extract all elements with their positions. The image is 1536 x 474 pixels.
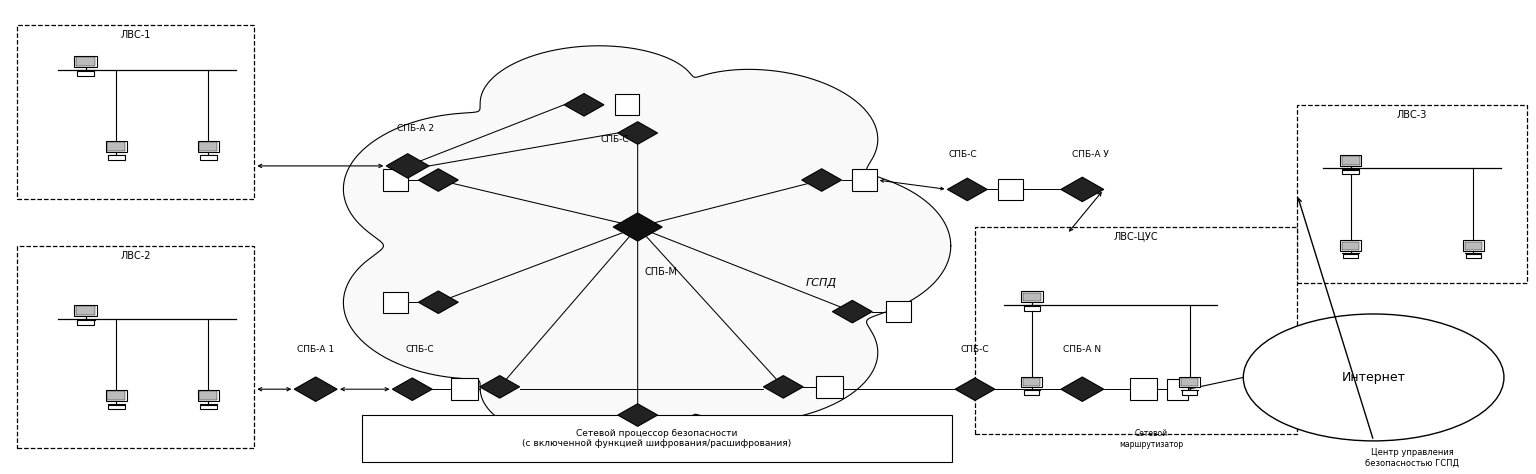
FancyBboxPatch shape [975,227,1296,434]
FancyBboxPatch shape [74,56,97,67]
FancyBboxPatch shape [106,141,127,152]
FancyBboxPatch shape [108,155,124,160]
FancyBboxPatch shape [200,142,218,151]
FancyBboxPatch shape [1130,378,1158,401]
Text: ЛВС-1: ЛВС-1 [120,29,151,40]
Text: Центр управления
безопасностью ГСПД: Центр управления безопасностью ГСПД [1366,448,1459,467]
FancyBboxPatch shape [106,390,127,401]
FancyBboxPatch shape [108,142,126,151]
Text: ЛВС-2: ЛВС-2 [120,251,151,261]
Text: СПБ-С: СПБ-С [601,136,628,145]
FancyBboxPatch shape [1342,241,1359,250]
FancyBboxPatch shape [852,169,877,191]
Text: СПБ-С: СПБ-С [406,345,435,354]
FancyBboxPatch shape [1025,390,1040,395]
Polygon shape [344,46,951,446]
FancyBboxPatch shape [1021,292,1043,302]
Text: СПБ-А N: СПБ-А N [1063,345,1101,354]
Polygon shape [955,378,995,401]
FancyBboxPatch shape [1181,378,1198,386]
Text: Интернет: Интернет [1341,371,1405,384]
Polygon shape [392,378,432,401]
Polygon shape [418,169,458,191]
Text: ЛВС-ЦУС: ЛВС-ЦУС [1114,232,1158,242]
FancyBboxPatch shape [200,155,217,160]
FancyBboxPatch shape [816,375,843,398]
FancyBboxPatch shape [200,392,218,400]
Polygon shape [418,291,458,313]
FancyBboxPatch shape [382,292,407,313]
FancyBboxPatch shape [77,306,95,315]
FancyBboxPatch shape [1023,378,1040,386]
FancyBboxPatch shape [614,94,639,115]
FancyBboxPatch shape [198,390,220,401]
Text: СПБ-М: СПБ-М [644,267,677,277]
FancyBboxPatch shape [1167,379,1189,400]
Text: СПБ-А 2: СПБ-А 2 [396,124,433,133]
Text: СПБ-А У: СПБ-А У [1072,150,1109,159]
Polygon shape [479,375,519,398]
FancyBboxPatch shape [1180,377,1200,387]
FancyBboxPatch shape [1021,377,1041,387]
Polygon shape [295,377,338,401]
FancyBboxPatch shape [1465,254,1481,258]
Polygon shape [1061,177,1104,201]
FancyBboxPatch shape [77,320,94,325]
FancyBboxPatch shape [998,179,1023,200]
Polygon shape [613,213,662,241]
FancyBboxPatch shape [1023,292,1041,301]
FancyBboxPatch shape [1341,156,1359,165]
FancyBboxPatch shape [1023,306,1040,310]
FancyBboxPatch shape [108,404,124,410]
FancyBboxPatch shape [1339,155,1361,166]
FancyBboxPatch shape [200,404,217,410]
Polygon shape [617,404,657,426]
FancyBboxPatch shape [382,169,407,191]
Polygon shape [833,301,872,323]
FancyBboxPatch shape [1296,105,1527,283]
Text: СПБ-А 1: СПБ-А 1 [296,345,335,354]
FancyBboxPatch shape [198,141,220,152]
FancyBboxPatch shape [77,57,95,66]
FancyBboxPatch shape [17,25,255,199]
FancyBboxPatch shape [1465,241,1482,250]
Polygon shape [386,154,429,178]
Polygon shape [948,178,988,201]
Text: СПБ-С: СПБ-С [948,150,977,159]
FancyBboxPatch shape [77,71,94,76]
FancyBboxPatch shape [1341,240,1361,251]
Text: Сетевой процессор безопасности
(с включенной функцией шифрования/расшифрования): Сетевой процессор безопасности (с включе… [522,429,791,448]
Text: ЛВС-3: ЛВС-3 [1396,109,1427,119]
Polygon shape [802,169,842,191]
FancyBboxPatch shape [1342,170,1359,174]
Polygon shape [564,93,604,116]
FancyBboxPatch shape [108,392,126,400]
Polygon shape [617,122,657,144]
FancyBboxPatch shape [886,301,911,322]
FancyBboxPatch shape [1183,390,1197,395]
Text: СПБ-С: СПБ-С [960,345,989,354]
Ellipse shape [1243,314,1504,441]
FancyBboxPatch shape [1342,254,1358,258]
FancyBboxPatch shape [361,415,952,462]
FancyBboxPatch shape [450,378,478,401]
Text: Сетевой
маршрутизатор: Сетевой маршрутизатор [1120,429,1183,448]
Text: ГСПД: ГСПД [806,278,837,289]
FancyBboxPatch shape [17,246,255,448]
FancyBboxPatch shape [1464,240,1484,251]
Polygon shape [763,375,803,398]
FancyBboxPatch shape [74,305,97,316]
Polygon shape [1061,377,1104,401]
